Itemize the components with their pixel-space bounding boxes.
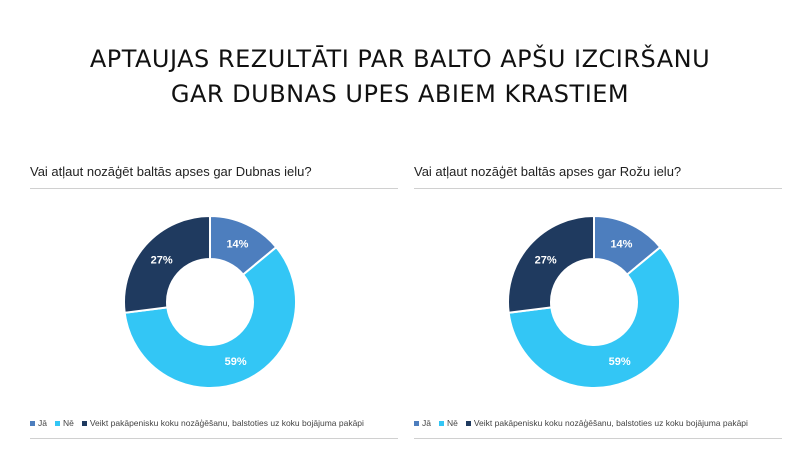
legend-label: Jā <box>422 418 431 428</box>
legend-item-ja: Jā <box>30 418 47 428</box>
donut-data-label: 59% <box>225 356 247 368</box>
legend-swatch <box>30 420 35 426</box>
chart-panel-rozu: Vai atļaut nozāģēt baltās apses gar Rožu… <box>414 160 782 440</box>
donut-data-label: 27% <box>535 254 557 266</box>
legend-item-veikt: Veikt pakāpenisku koku nozāģēšanu, balst… <box>81 418 364 428</box>
legend-swatch <box>465 420 471 426</box>
donut-slice-veikt <box>507 214 595 314</box>
chart-legend: Jā Nē Veikt pakāpenisku koku nozāģēšanu,… <box>414 418 756 428</box>
legend-label: Nē <box>446 418 458 428</box>
legend-item-ja: Jā <box>414 418 431 428</box>
donut-data-label: 27% <box>151 254 173 266</box>
legend-swatch <box>438 420 444 426</box>
legend-label: Jā <box>38 418 47 428</box>
donut-slice-ne <box>123 245 297 389</box>
legend-item-ne: Nē <box>438 418 458 428</box>
donut-chart: 14% 59% 27% <box>507 214 681 389</box>
legend-label: Nē <box>62 418 74 428</box>
divider <box>414 438 782 439</box>
donut-data-label: 59% <box>609 356 631 368</box>
legend-swatch <box>414 420 419 426</box>
page-title: APTAUJAS REZULTĀTI PAR BALTO APŠU IZCIRŠ… <box>0 42 800 112</box>
donut-slice-veikt <box>123 214 211 314</box>
donut-chart: 14% 59% 27% <box>123 214 297 389</box>
divider <box>414 188 782 189</box>
legend-label: Veikt pakāpenisku koku nozāģēšanu, balst… <box>89 418 364 428</box>
donut-data-label: 14% <box>226 239 248 251</box>
donut-slice-ne <box>507 245 681 389</box>
legend-swatch <box>81 420 87 426</box>
divider <box>30 438 398 439</box>
legend-item-veikt: Veikt pakāpenisku koku nozāģēšanu, balst… <box>465 418 748 428</box>
legend-label: Veikt pakāpenisku koku nozāģēšanu, balst… <box>473 418 748 428</box>
chart-title: Vai atļaut nozāģēt baltās apses gar Dubn… <box>30 164 312 179</box>
legend-item-ne: Nē <box>54 418 74 428</box>
chart-legend: Jā Nē Veikt pakāpenisku koku nozāģēšanu,… <box>30 418 372 428</box>
page-title-line-2: GAR DUBNAS UPES ABIEM KRASTIEM <box>170 80 630 108</box>
page-title-line-1: APTAUJAS REZULTĀTI PAR BALTO APŠU IZCIRŠ… <box>89 45 711 73</box>
chart-title: Vai atļaut nozāģēt baltās apses gar Rožu… <box>414 164 682 179</box>
donut-data-label: 14% <box>610 239 632 251</box>
legend-swatch <box>54 420 60 426</box>
divider <box>30 188 398 189</box>
chart-panel-dubnas: Vai atļaut nozāģēt baltās apses gar Dubn… <box>30 160 398 440</box>
